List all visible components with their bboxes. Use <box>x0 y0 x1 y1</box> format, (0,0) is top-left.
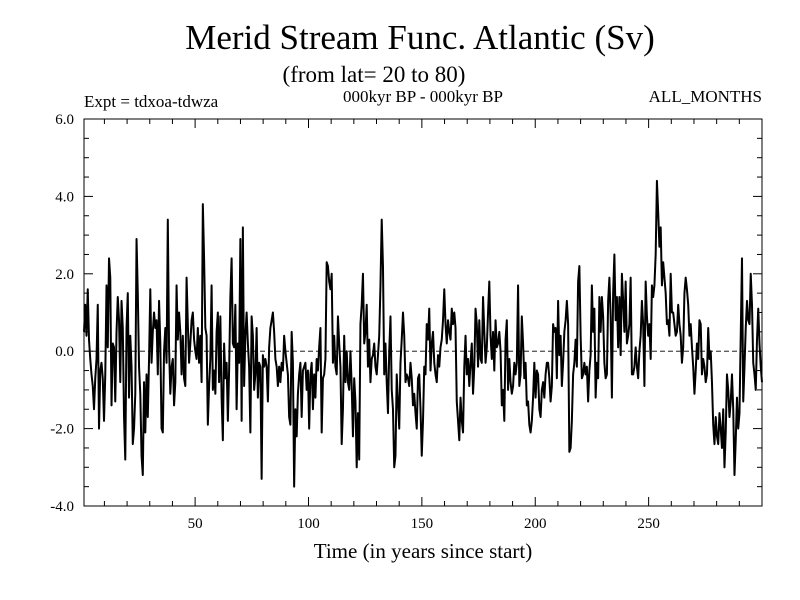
x-tick-label: 50 <box>188 516 203 532</box>
experiment-label: Expt = tdxoa-tdwza <box>84 92 219 111</box>
y-tick-label: -4.0 <box>50 499 74 515</box>
y-tick-label: 6.0 <box>55 112 74 128</box>
period-label: 000kyr BP - 000kyr BP <box>343 87 503 106</box>
chart-subtitle: (from lat= 20 to 80) <box>283 62 466 87</box>
chart-title: Merid Stream Func. Atlantic (Sv) <box>185 18 655 57</box>
y-tick-label: 4.0 <box>55 189 74 205</box>
x-tick-label: 100 <box>297 516 320 532</box>
x-tick-label: 150 <box>411 516 434 532</box>
y-tick-label: 2.0 <box>55 267 74 283</box>
plot-frame <box>83 118 763 507</box>
x-tick-label: 250 <box>637 516 660 532</box>
series-line-0 <box>83 179 763 488</box>
x-tick-label: 200 <box>524 516 547 532</box>
x-axis-title: Time (in years since start) <box>314 539 533 563</box>
y-tick-label: 0.0 <box>55 344 74 360</box>
y-tick-label: -2.0 <box>50 422 74 438</box>
season-label: ALL_MONTHS <box>649 87 762 106</box>
